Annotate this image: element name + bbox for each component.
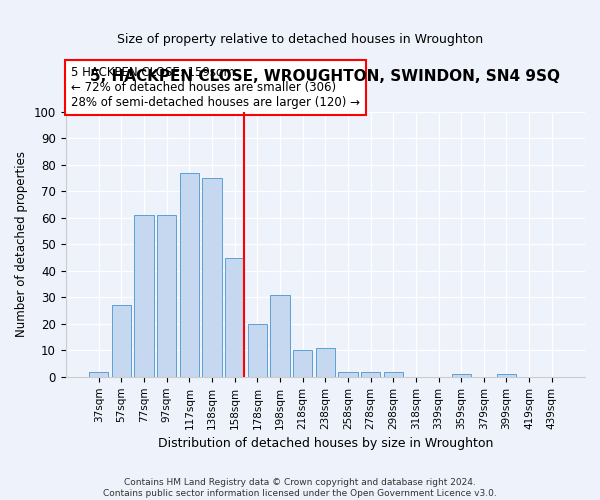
Bar — [157, 215, 176, 377]
Bar — [452, 374, 471, 377]
Bar — [225, 258, 244, 377]
Bar — [383, 372, 403, 377]
Bar — [202, 178, 221, 377]
Bar — [89, 372, 109, 377]
Bar — [497, 374, 516, 377]
Bar — [293, 350, 312, 377]
Bar — [316, 348, 335, 377]
Bar — [180, 173, 199, 377]
Bar — [112, 306, 131, 377]
Text: Contains HM Land Registry data © Crown copyright and database right 2024.
Contai: Contains HM Land Registry data © Crown c… — [103, 478, 497, 498]
Bar — [248, 324, 267, 377]
Text: Size of property relative to detached houses in Wroughton: Size of property relative to detached ho… — [117, 32, 483, 46]
Text: 5 HACKPEN CLOSE: 159sqm
← 72% of detached houses are smaller (306)
28% of semi-d: 5 HACKPEN CLOSE: 159sqm ← 72% of detache… — [71, 66, 360, 109]
Bar — [338, 372, 358, 377]
Y-axis label: Number of detached properties: Number of detached properties — [15, 152, 28, 338]
Title: 5, HACKPEN CLOSE, WROUGHTON, SWINDON, SN4 9SQ: 5, HACKPEN CLOSE, WROUGHTON, SWINDON, SN… — [90, 70, 560, 84]
Bar — [271, 294, 290, 377]
Bar — [134, 215, 154, 377]
Bar — [361, 372, 380, 377]
X-axis label: Distribution of detached houses by size in Wroughton: Distribution of detached houses by size … — [158, 437, 493, 450]
